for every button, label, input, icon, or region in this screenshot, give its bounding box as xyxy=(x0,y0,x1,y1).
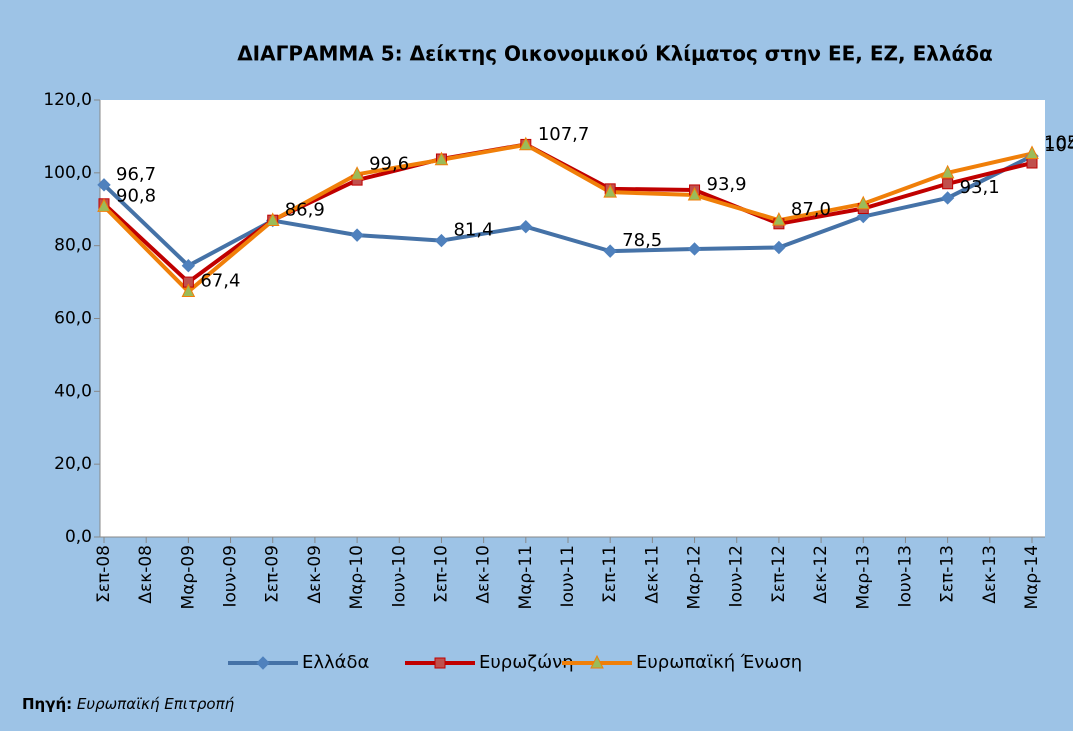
y-tick-label: 80,0 xyxy=(54,236,92,256)
chart-title: ΔΙΑΓΡΑΜΜΑ 5: Δείκτης Οικονομικού Κλίματο… xyxy=(237,42,993,66)
data-point xyxy=(519,220,533,234)
data-point xyxy=(1026,157,1038,169)
y-tick-label: 20,0 xyxy=(54,454,92,474)
x-tick-label: Μαρ-14 xyxy=(1022,545,1042,609)
data-point xyxy=(519,136,533,151)
data-label: 87,0 xyxy=(791,199,831,220)
x-tick-label: Ιουν-11 xyxy=(558,545,578,608)
data-point xyxy=(856,195,871,210)
data-point xyxy=(772,240,786,255)
x-tick-label: Μαρ-11 xyxy=(516,545,536,609)
y-tick-label: 120,0 xyxy=(43,90,92,110)
data-point xyxy=(942,178,954,190)
data-point xyxy=(434,233,449,248)
legend-label: Ελλάδα xyxy=(302,652,369,673)
plot-area xyxy=(100,100,1045,537)
data-point xyxy=(687,242,702,256)
x-tick-label: Ιουν-13 xyxy=(895,545,915,608)
x-tick-label: Ιουν-09 xyxy=(221,545,241,608)
data-point xyxy=(856,209,870,224)
x-tick-label: Ιουν-10 xyxy=(389,545,409,608)
data-point xyxy=(181,258,196,273)
data-point xyxy=(181,283,196,298)
data-point xyxy=(434,151,449,166)
y-tick-label: 0,0 xyxy=(65,527,92,547)
x-tick-label: Δεκ-09 xyxy=(305,545,325,604)
data-label: 86,9 xyxy=(285,200,325,221)
data-label: 90,8 xyxy=(116,185,156,206)
legend-marker xyxy=(590,654,604,669)
data-label: 107,7 xyxy=(538,124,590,145)
data-point xyxy=(350,228,364,242)
data-label: 67,4 xyxy=(200,271,240,292)
x-tick-label: Μαρ-13 xyxy=(853,545,873,609)
x-tick-label: Μαρ-12 xyxy=(685,545,705,609)
data-point xyxy=(940,164,955,179)
x-tick-label: Δεκ-13 xyxy=(980,545,1000,604)
y-tick-label: 60,0 xyxy=(54,309,92,329)
x-tick-label: Σεπ-11 xyxy=(600,545,620,603)
x-tick-label: Ιουν-12 xyxy=(727,545,747,608)
data-point xyxy=(603,244,617,258)
data-label: 96,7 xyxy=(116,164,156,185)
x-tick-label: Σεπ-09 xyxy=(263,545,283,603)
x-tick-label: Σεπ-08 xyxy=(94,545,114,603)
legend-label: Ευρωζώνη xyxy=(479,652,574,673)
data-point xyxy=(940,191,955,205)
source-label: Πηγή: xyxy=(22,695,72,713)
data-point xyxy=(265,212,280,227)
data-label: 78,5 xyxy=(622,230,662,251)
series-line xyxy=(102,142,1033,294)
legend-marker xyxy=(256,656,270,670)
y-tick-label: 40,0 xyxy=(54,381,92,401)
data-point xyxy=(1025,145,1039,160)
x-tick-label: Δεκ-10 xyxy=(474,545,494,604)
x-tick-label: Δεκ-11 xyxy=(642,545,662,604)
source-text: Ευρωπαϊκή Επιτροπή xyxy=(77,695,235,713)
x-tick-label: Σεπ-13 xyxy=(938,545,958,603)
data-point xyxy=(687,186,702,201)
data-point xyxy=(772,212,786,226)
data-label: 81,4 xyxy=(453,220,493,241)
data-point xyxy=(603,184,617,198)
data-label: 99,6 xyxy=(369,153,409,174)
x-tick-label: Δεκ-08 xyxy=(136,545,156,604)
x-tick-label: Μαρ-10 xyxy=(347,545,367,609)
y-tick-label: 100,0 xyxy=(43,163,92,183)
data-label: 93,1 xyxy=(960,177,1000,198)
x-tick-label: Σεπ-12 xyxy=(769,545,789,603)
data-label: 105,3 xyxy=(1044,133,1073,154)
x-tick-label: Μαρ-09 xyxy=(178,545,198,609)
data-point xyxy=(350,166,364,180)
source: Πηγή: Ευρωπαϊκή Επιτροπή xyxy=(22,695,235,713)
data-point xyxy=(97,198,111,212)
data-point xyxy=(97,178,111,192)
legend-marker xyxy=(434,657,446,669)
data-label: 104,6 xyxy=(1044,135,1073,156)
x-tick-label: Σεπ-10 xyxy=(431,545,451,603)
legend-label: Ευρωπαϊκή Ένωση xyxy=(636,652,802,673)
x-tick-label: Δεκ-12 xyxy=(811,545,831,604)
data-label: 93,9 xyxy=(707,174,747,195)
